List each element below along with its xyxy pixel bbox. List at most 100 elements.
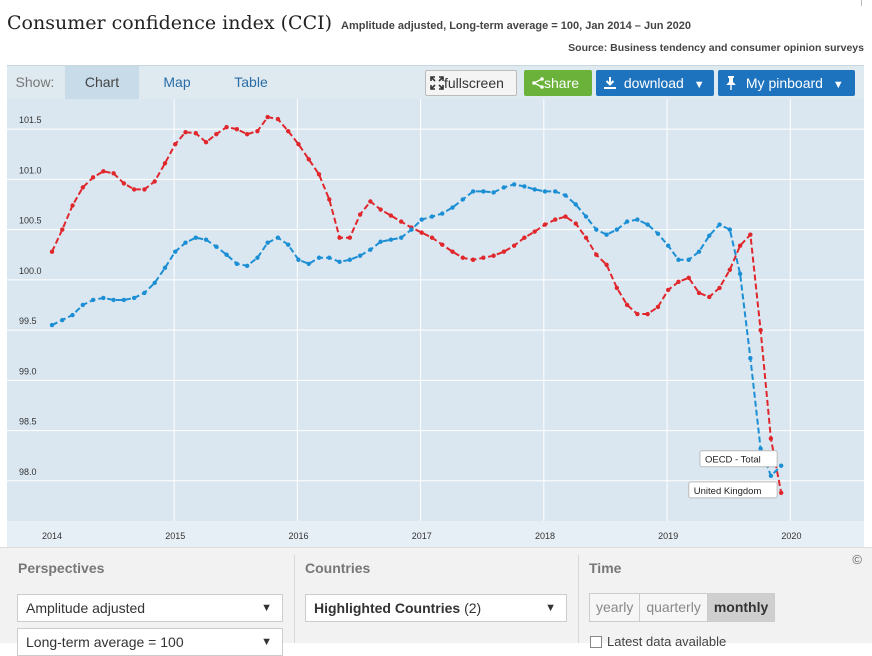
series-oecd-total-point	[234, 261, 240, 266]
time-frequency-toggle: yearly quarterly monthly	[589, 593, 776, 622]
series-united-kingdom-point	[90, 175, 96, 180]
series-united-kingdom-point	[481, 255, 486, 260]
series-oecd-total-point	[429, 214, 435, 219]
y-tick-label: 99.0	[19, 366, 37, 376]
series-oecd-total-point	[481, 189, 486, 194]
download-button[interactable]: download ▼	[596, 70, 714, 96]
end-label-box	[688, 481, 778, 499]
series-oecd-total-point	[337, 259, 342, 264]
series-oecd-total-point	[347, 257, 353, 262]
series-oecd-total-point	[768, 473, 774, 478]
line-chart[interactable]: 98.0 98.5 99.0 99.5 100.0 100.5 101.0 101.5 2014…	[7, 99, 864, 547]
x-tick-label: 2017	[412, 531, 432, 541]
series-oecd-total-point	[224, 252, 229, 257]
series-united-kingdom-point	[583, 235, 589, 240]
series-united-kingdom-point	[173, 142, 178, 147]
series-oecd-total-point	[460, 197, 465, 202]
fullscreen-button[interactable]: fullscreen	[425, 70, 517, 96]
series-oecd-total-point	[717, 222, 722, 227]
series-united-kingdom-point	[378, 207, 383, 212]
tab-chart[interactable]: Chart	[65, 66, 139, 100]
y-tick-label: 101.0	[19, 165, 42, 175]
tab-table[interactable]: Table	[234, 74, 268, 90]
series-oecd-total-point	[49, 322, 55, 328]
end-label-box	[699, 450, 778, 468]
series-oecd-total-point	[214, 244, 219, 249]
series-oecd-total-end-label: OECD - Total	[705, 455, 761, 466]
series-oecd-total-point	[296, 257, 301, 262]
series-united-kingdom-point	[635, 311, 640, 317]
series-united-kingdom-point	[645, 311, 650, 317]
series-united-kingdom-point	[80, 185, 86, 190]
series-oecd-total-point	[398, 235, 404, 240]
perspective-select-1[interactable]: Amplitude adjusted ▼	[17, 594, 283, 622]
series-united-kingdom-point	[758, 327, 763, 333]
series-oecd-total-point	[378, 239, 383, 244]
time-heading: Time	[589, 560, 622, 576]
expand-icon	[430, 73, 444, 90]
x-tick-label: 2014	[42, 531, 62, 541]
perspective-select-2[interactable]: Long-term average = 100 ▼	[17, 628, 283, 656]
series-oecd-total-point	[90, 297, 96, 303]
time-option-monthly[interactable]: monthly	[707, 594, 775, 621]
series-oecd-total-point	[265, 240, 270, 245]
series-united-kingdom-point	[286, 128, 291, 134]
series-united-kingdom-point	[193, 130, 198, 136]
x-tick-label: 2015	[165, 531, 185, 541]
series-oecd-total-point	[645, 222, 650, 227]
time-option-yearly[interactable]: yearly	[590, 594, 641, 621]
series-oecd-total-point	[583, 214, 589, 219]
series-united-kingdom-point	[429, 235, 435, 240]
series-oecd-total-point	[604, 232, 609, 237]
series-oecd-total-point	[70, 312, 75, 318]
series-united-kingdom-point	[101, 169, 106, 174]
series-united-kingdom-point	[368, 199, 373, 204]
series-oecd-total-point	[778, 463, 784, 468]
series-united-kingdom-point	[501, 249, 507, 254]
perspectives-heading: Perspectives	[18, 560, 105, 576]
series-united-kingdom-point	[542, 222, 548, 227]
series-oecd-total-point	[111, 297, 116, 303]
countries-select-value: Highlighted Countries	[314, 600, 461, 616]
series-oecd-total-point	[409, 227, 414, 232]
series-oecd-total-point	[121, 297, 127, 303]
series-united-kingdom-point	[131, 187, 137, 192]
pinboard-label: My pinboard	[745, 75, 823, 91]
series-oecd-total-point	[101, 295, 106, 301]
pinboard-button[interactable]: My pinboard ▼	[718, 70, 855, 96]
y-tick-label: 98.0	[19, 467, 37, 477]
series-united-kingdom-point	[470, 257, 476, 262]
series-united-kingdom-point	[450, 249, 455, 254]
series-oecd-total-point	[152, 280, 157, 286]
series-united-kingdom-point	[255, 128, 260, 134]
countries-select[interactable]: Highlighted Countries (2) ▼	[305, 594, 567, 622]
y-tick-label: 100.0	[19, 266, 42, 276]
series-oecd-total-point	[501, 185, 507, 190]
share-icon	[532, 71, 544, 89]
title-row: Consumer confidence index (CCI) Amplitud…	[7, 12, 691, 34]
series-united-kingdom-point	[152, 179, 157, 184]
series-oecd-total-point	[624, 219, 630, 224]
fullscreen-label: fullscreen	[444, 75, 504, 91]
series-united-kingdom-point	[696, 290, 702, 296]
time-option-quarterly[interactable]: quarterly	[640, 594, 708, 621]
share-button[interactable]: share	[524, 70, 592, 96]
x-tick-label: 2016	[288, 531, 308, 541]
series-united-kingdom-point	[121, 181, 127, 186]
chart-plot-area[interactable]: 98.0 98.5 99.0 99.5 100.0 100.5 101.0 101.5 2014…	[7, 99, 864, 547]
series-united-kingdom-point	[316, 172, 322, 177]
series-oecd-total-point	[655, 231, 661, 236]
series-united-kingdom-point	[748, 232, 753, 237]
latest-data-checkbox[interactable]	[590, 636, 602, 648]
series-oecd-total-point	[737, 271, 743, 277]
share-label: share	[544, 75, 580, 91]
caret-down-icon: ▼	[261, 636, 272, 648]
y-tick-label: 98.5	[19, 417, 37, 427]
show-label: Show:	[15, 74, 55, 90]
series-united-kingdom-point	[522, 235, 527, 240]
series-united-kingdom-end-label: United Kingdom	[694, 486, 762, 497]
tab-map[interactable]: Map	[163, 74, 191, 90]
caret-down-icon: ▼	[545, 602, 556, 614]
series-oecd-total-point	[275, 235, 281, 240]
series-united-kingdom-point	[604, 262, 609, 267]
